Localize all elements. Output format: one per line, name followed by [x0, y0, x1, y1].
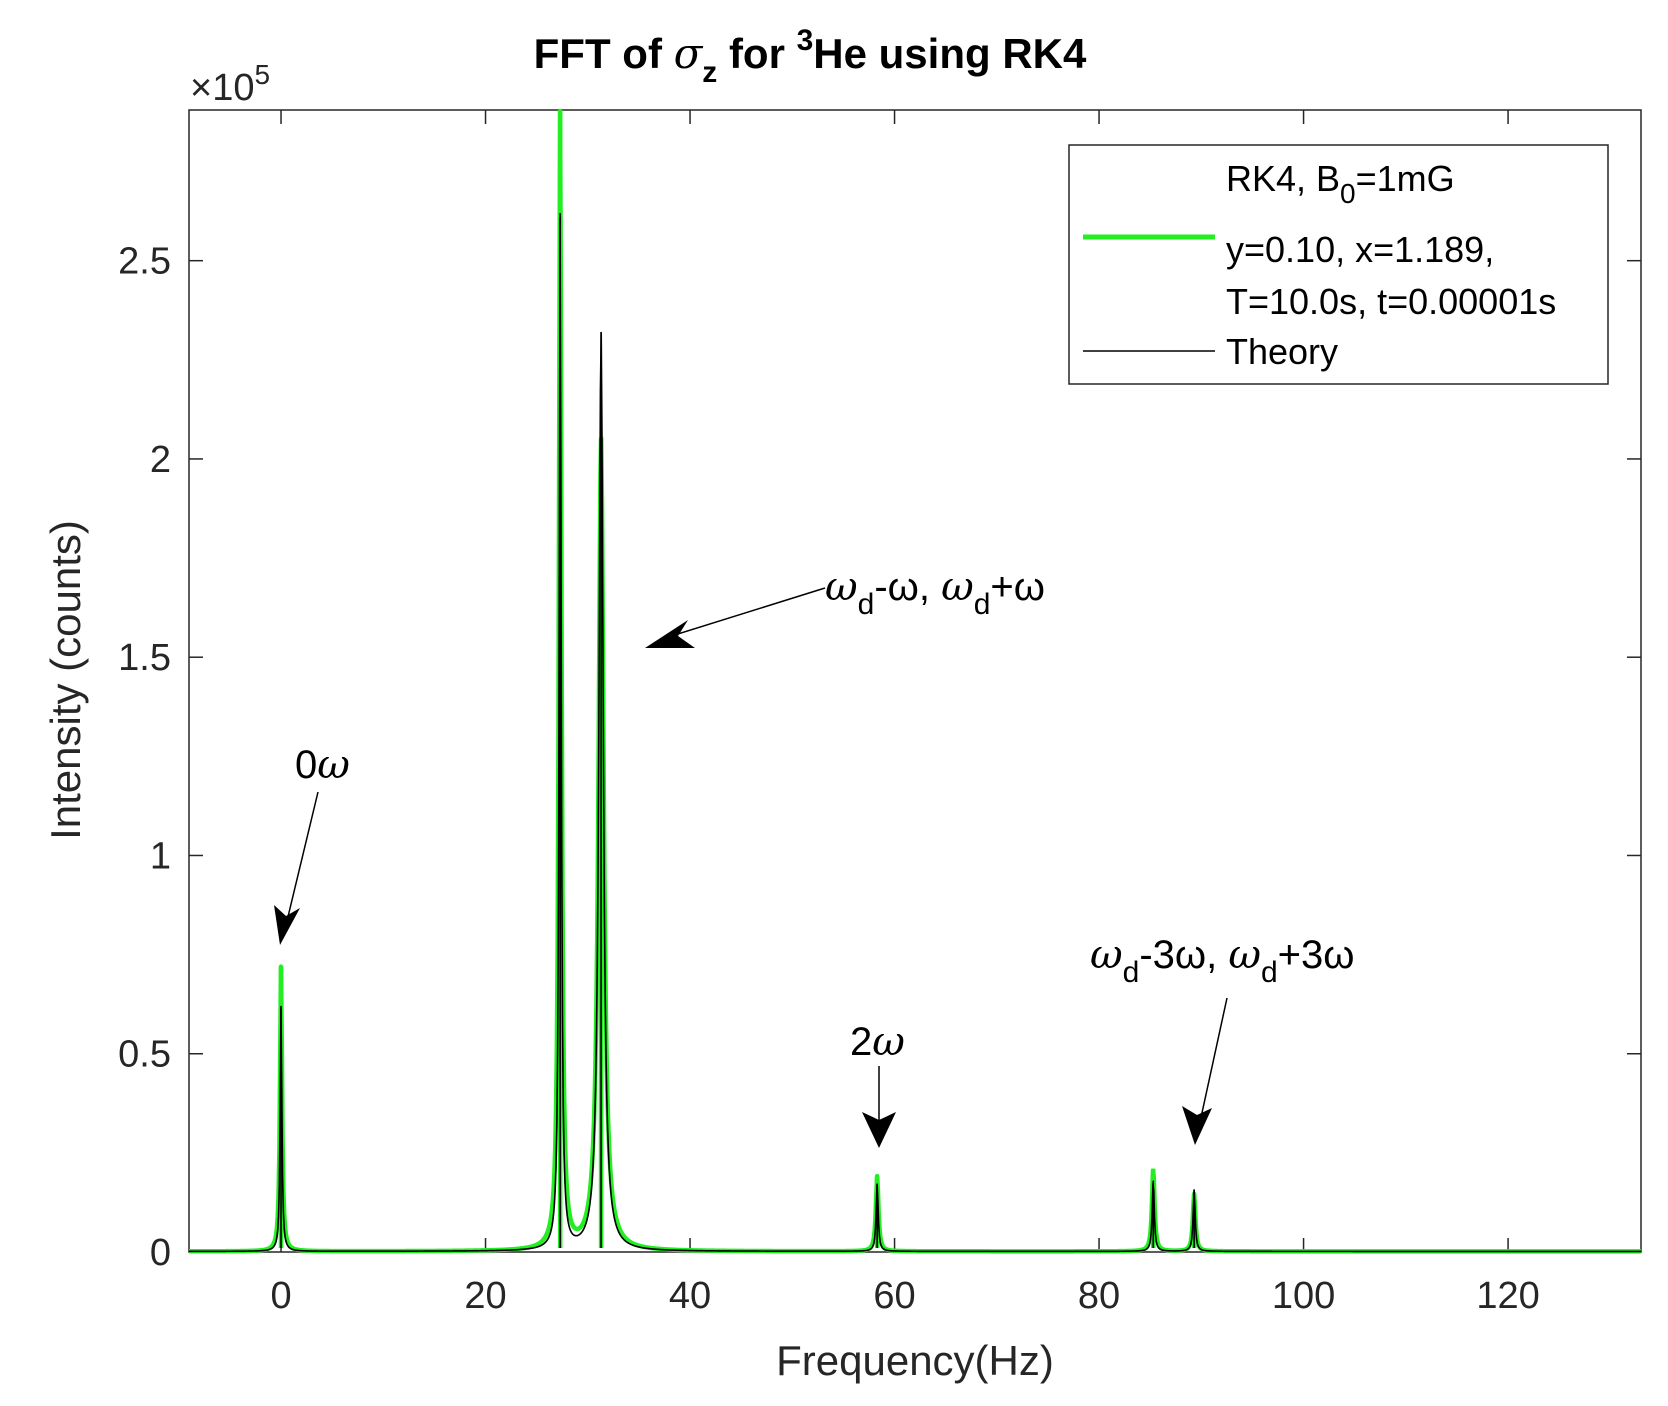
annotation-first-label: ωd-ω, ωd+ω [825, 564, 1045, 621]
x-tick-label: 0 [270, 1275, 291, 1317]
y-tick-label: 0.5 [118, 1034, 171, 1076]
annotation-first-arrowhead [645, 620, 695, 648]
annotation-zero-label: 0ω [295, 742, 350, 788]
annotation-zero: 0ω [274, 742, 350, 945]
annotation-two: 2ω [850, 1019, 905, 1148]
annotation-two-arrowhead [862, 1112, 896, 1148]
chart-title: FFT of σz for 3He using RK4 [534, 24, 1087, 89]
annotation-zero-arrowhead [274, 905, 300, 945]
series-line-theory [189, 216, 1641, 1253]
y-exponent-label: ×105 [190, 59, 270, 109]
annotation-third-arrowhead [1182, 1106, 1212, 1145]
y-tick-label: 1 [150, 835, 171, 877]
x-tick-label: 100 [1272, 1275, 1335, 1317]
annotation-two-label: 2ω [850, 1019, 905, 1065]
y-axis-label: Intensity (counts) [42, 520, 89, 840]
y-tick-label: 2.5 [118, 241, 171, 283]
annotation-third-arrow [1199, 997, 1228, 1123]
y-tick-label: 2 [150, 439, 171, 481]
legend: RK4, B0=1mG y=0.10, x=1.189, T=10.0s, t=… [1068, 144, 1609, 385]
legend-box [1068, 144, 1609, 385]
y-tick-label: 1.5 [118, 637, 171, 679]
legend-entry-rk4-line3: T=10.0s, t=0.00001s [1226, 281, 1556, 322]
x-tick-label: 20 [464, 1275, 506, 1317]
x-tick-label: 80 [1078, 1275, 1120, 1317]
x-tick-label: 120 [1476, 1275, 1539, 1317]
x-tick-labels: 0 20 40 60 80 100 120 [270, 1275, 1539, 1317]
x-axis-label: Frequency(Hz) [776, 1337, 1054, 1384]
y-tick-label: 0 [150, 1232, 171, 1274]
x-tick-label: 40 [669, 1275, 711, 1317]
series-layer [187, 108, 1643, 1254]
annotation-first: ωd-ω, ωd+ω [645, 564, 1045, 648]
y-tick-labels: 0 0.5 1 1.5 2 2.5 [118, 241, 171, 1274]
annotation-third: ωd-3ω, ωd+3ω [1090, 932, 1355, 1145]
legend-entry-rk4-line2: y=0.10, x=1.189, [1226, 229, 1494, 270]
annotation-first-arrow [664, 587, 826, 639]
legend-entry-rk4-line1: RK4, B0=1mG [1226, 158, 1455, 209]
annotation-zero-arrow [285, 791, 319, 926]
legend-entry-theory: Theory [1226, 331, 1338, 372]
annotation-third-label: ωd-3ω, ωd+3ω [1090, 932, 1355, 989]
x-tick-label: 60 [873, 1275, 915, 1317]
